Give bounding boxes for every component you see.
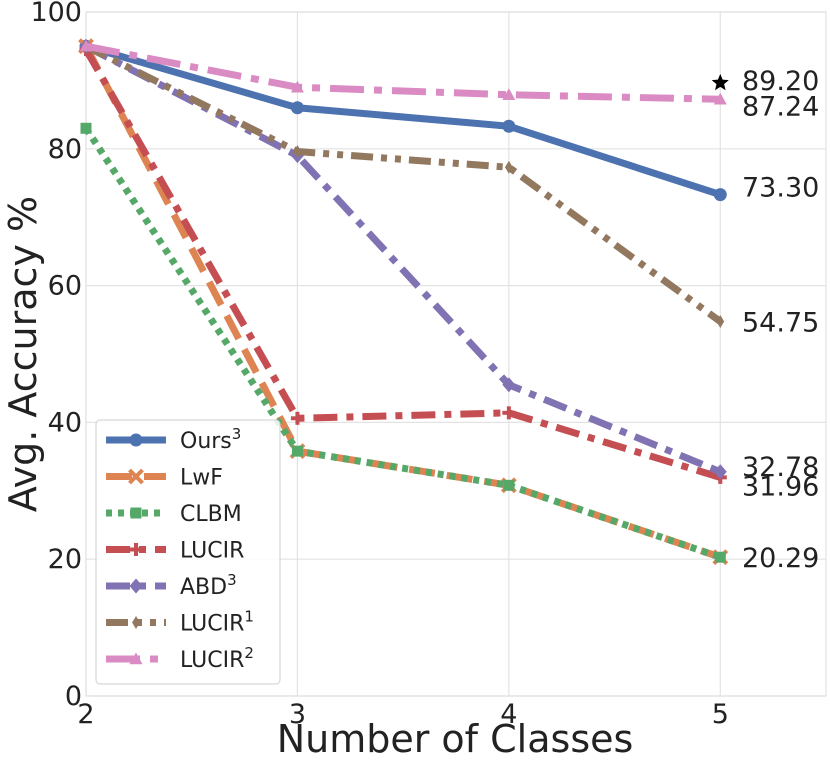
y-tick-label: 0 [65, 681, 82, 712]
series-marker [713, 464, 727, 480]
legend-label-name: LUCIR [180, 539, 244, 564]
legend-label-sup: 1 [244, 608, 254, 626]
y-tick-label: 100 [30, 0, 82, 28]
end-value-label: 89.20 [742, 66, 819, 97]
legend-label-sup: 3 [227, 571, 237, 589]
legend-label: LwF [180, 466, 223, 491]
series-marker [128, 468, 144, 485]
legend-label-name: LUCIR [180, 612, 244, 637]
series-marker-stroke [128, 468, 144, 485]
series-marker [129, 433, 143, 447]
series-marker [502, 119, 516, 133]
legend-label-sup: 2 [244, 644, 254, 662]
end-value-label: 87.24 [742, 91, 819, 122]
legend-label: Ours3 [180, 425, 241, 454]
series-line [85, 42, 721, 103]
legend-label: LUCIR1 [180, 608, 254, 637]
legend-item: ABD3 [106, 571, 237, 600]
series-line [85, 42, 722, 198]
series-marker [716, 315, 725, 329]
legend-label: ABD3 [180, 571, 237, 600]
series-marker [290, 80, 304, 93]
legend-label-name: ABD [180, 575, 227, 600]
end-value-label: 31.96 [742, 471, 819, 502]
series-marker [290, 101, 304, 115]
series-marker [504, 160, 513, 174]
legend-item: LUCIR1 [106, 608, 254, 637]
series-marker [503, 479, 515, 491]
legend-label-name: Ours [180, 429, 232, 454]
end-value-label: 20.29 [742, 543, 819, 574]
series-marker [291, 445, 303, 457]
series-marker [129, 578, 143, 594]
legend-frame [95, 419, 281, 685]
x-axis-title: Number of Classes [277, 717, 634, 761]
series-line [84, 43, 723, 325]
series-marker [79, 39, 93, 52]
legend-label-name: LwF [180, 466, 223, 491]
series-lines [78, 38, 729, 566]
series-marker [502, 88, 516, 100]
legend-item: Ours3 [106, 425, 241, 454]
series-marker [290, 411, 304, 425]
series-line [83, 126, 722, 561]
x-tick-label: 4 [500, 699, 517, 730]
series-marker [130, 507, 142, 519]
legend-label: LUCIR2 [180, 644, 254, 673]
end-value-label: 73.30 [742, 173, 819, 204]
legend-label: CLBM [180, 502, 242, 527]
legend-item: LUCIR [106, 539, 244, 564]
legend-label: LUCIR [180, 539, 244, 564]
x-tick-label: 5 [712, 699, 729, 730]
series-line [84, 43, 722, 476]
plot-area-frame [85, 11, 827, 697]
y-tick-label: 40 [48, 407, 82, 438]
series-marker [714, 551, 726, 563]
series-clbm [80, 122, 726, 563]
legend-item: LwF [106, 466, 223, 491]
series-marker [293, 145, 302, 159]
end-value-label: 32.78 [742, 452, 819, 483]
x-tick-label: 3 [289, 699, 306, 730]
series-lucir-2 [79, 39, 727, 105]
series-line [82, 47, 722, 481]
legend-item: LUCIR2 [106, 644, 254, 673]
y-tick-label: 20 [48, 544, 82, 575]
series-marker [129, 652, 143, 665]
series-marker [80, 122, 92, 134]
tick-labels: 0 20 40 60 80 100 2 3 4 5 [30, 0, 728, 730]
y-tick-label: 80 [48, 134, 82, 165]
x-tick-label: 2 [77, 699, 94, 730]
legend-item: CLBM [106, 502, 242, 527]
series-marker [502, 377, 516, 393]
y-axis-title: Avg. Accuracy % [1, 196, 45, 512]
series-marker [713, 188, 727, 202]
legend-label-name: CLBM [180, 502, 242, 527]
end-value-label: 54.75 [742, 308, 819, 339]
star-marker [711, 73, 729, 91]
series-marker [713, 92, 727, 105]
series-marker [502, 406, 516, 420]
series-lucir-1 [82, 39, 725, 329]
y-tick-label: 60 [48, 271, 82, 302]
legend-label-name: LUCIR [180, 648, 244, 673]
series-lucir [79, 43, 727, 484]
legend-label-sup: 3 [232, 425, 242, 443]
series-marker [132, 616, 140, 629]
series-marker [129, 543, 143, 556]
